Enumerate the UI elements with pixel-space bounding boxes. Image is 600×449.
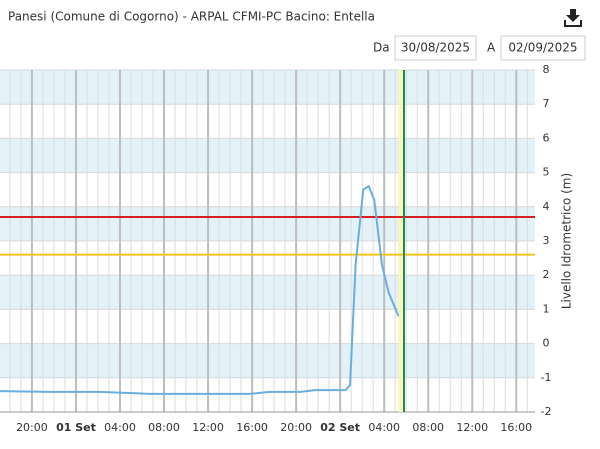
download-icon [564,9,582,27]
y-tick-label: 5 [543,166,550,179]
y-tick-label: -2 [541,405,552,418]
x-tick-label: 04:00 [368,421,400,434]
time-band [398,70,405,412]
from-label: Da [373,41,390,55]
download-button[interactable] [564,9,582,27]
from-input[interactable] [394,35,477,61]
plot-band [0,206,535,241]
plot-band [0,343,535,378]
to-input[interactable] [500,35,586,61]
from-date: 30/08/2025 [401,41,470,55]
y-tick-label: 8 [543,63,550,76]
x-tick-label: 20:00 [280,421,312,434]
plot-band [0,138,535,173]
x-tick-label: 20:00 [16,421,48,434]
series-line [0,184,400,395]
x-tick-label: 12:00 [456,421,488,434]
y-tick-label: 0 [543,337,550,350]
plot-band [0,70,535,105]
y-tick-label: 6 [543,131,550,144]
y-tick-label: 7 [543,97,550,110]
plot-band [0,275,535,310]
y-tick-label: 2 [543,268,550,281]
x-tick-label: 01 Set [56,421,96,434]
x-tick-label: 16:00 [236,421,268,434]
y-tick-label: 1 [543,302,550,315]
x-tick-label: 08:00 [412,421,444,434]
y-tick-label: 3 [543,234,550,247]
x-tick-label: 04:00 [104,421,136,434]
y-axis-label: Livello Idrometrico (m) [560,173,574,309]
chart-title: Panesi (Comune di Cogorno) - ARPAL CFMI-… [8,10,375,24]
y-tick-label: -1 [541,371,552,384]
y-tick-label: 4 [543,200,550,213]
x-tick-label: 02 Set [320,421,360,434]
x-tick-label: 12:00 [192,421,224,434]
x-tick-label: 08:00 [148,421,180,434]
to-date: 02/09/2025 [508,41,577,55]
x-tick-label: 16:00 [500,421,532,434]
to-label: A [487,41,496,55]
